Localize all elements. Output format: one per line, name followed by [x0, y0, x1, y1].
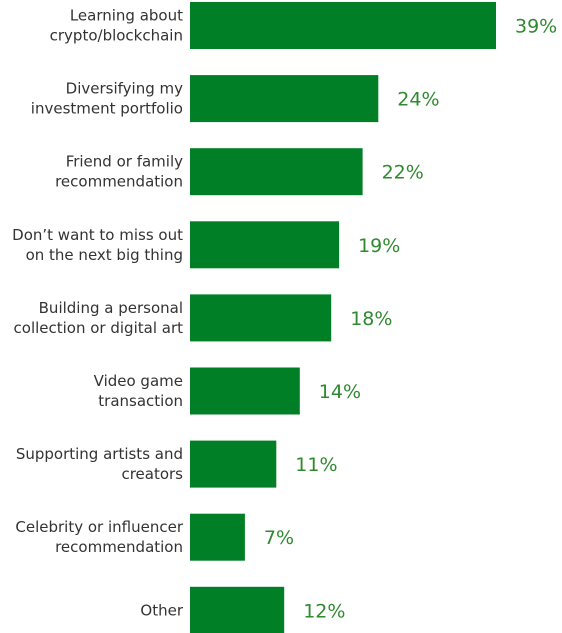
- category-label-line: recommendation: [55, 538, 183, 556]
- category-label-6: Video game transaction: [94, 372, 183, 410]
- category-label-line: creators: [121, 465, 183, 483]
- category-labels-group: Learning about crypto/blockchain Diversify…: [12, 7, 184, 620]
- value-label-6: 14%: [319, 381, 361, 403]
- value-label-7: 11%: [295, 454, 337, 476]
- category-label-7: Supporting artists and creators: [16, 445, 183, 483]
- category-label-line: Building a personal: [39, 299, 183, 317]
- category-label-line: collection or digital art: [14, 319, 184, 337]
- category-label-line: crypto/blockchain: [50, 27, 183, 45]
- category-label-line: Celebrity or influencer: [15, 518, 183, 536]
- bar-2: [190, 75, 379, 123]
- value-labels-group: 39% 24% 22% 19% 18% 14% 11% 7% 12%: [262, 14, 558, 624]
- category-label-4: Don’t want to miss out on the next big th…: [12, 226, 183, 264]
- value-label-8: 7%: [264, 527, 294, 549]
- value-label-1: 39%: [515, 16, 557, 38]
- category-label-2: Diversifying my investment portfolio: [31, 80, 183, 118]
- bar-7: [190, 440, 277, 488]
- value-label-4: 19%: [358, 235, 400, 257]
- bar-1: [190, 2, 496, 49]
- value-label-3: 22%: [382, 162, 424, 184]
- bar-4: [190, 221, 340, 269]
- bar-9: [190, 586, 285, 633]
- category-label-line: on the next big thing: [26, 246, 183, 264]
- category-label-line: Don’t want to miss out: [12, 226, 183, 244]
- category-label-line: transaction: [98, 392, 183, 410]
- bar-3: [190, 148, 363, 196]
- bar-8: [190, 513, 245, 561]
- category-label-line: Friend or family: [66, 153, 183, 171]
- category-label-1: Learning about crypto/blockchain: [50, 7, 183, 45]
- category-label-5: Building a personal collection or digital…: [14, 299, 184, 337]
- category-label-line: Learning about: [70, 7, 183, 25]
- category-label-3: Friend or family recommendation: [55, 153, 183, 191]
- value-label-5: 18%: [350, 308, 392, 330]
- value-label-2: 24%: [397, 89, 439, 111]
- category-label-line: Supporting artists and: [16, 445, 183, 463]
- category-label-line: investment portfolio: [31, 100, 183, 118]
- bar-6: [190, 367, 300, 415]
- category-label-line: Video game: [94, 372, 183, 390]
- category-label-8: Celebrity or influencer recommendation: [15, 518, 183, 556]
- value-label-9: 12%: [303, 600, 345, 622]
- category-label-line: Diversifying my: [66, 80, 183, 98]
- category-label-9: Other: [140, 601, 183, 619]
- category-label-line: recommendation: [55, 173, 183, 191]
- bars-group: [190, 2, 496, 633]
- bar-5: [190, 294, 332, 342]
- category-label-line: Other: [140, 601, 183, 619]
